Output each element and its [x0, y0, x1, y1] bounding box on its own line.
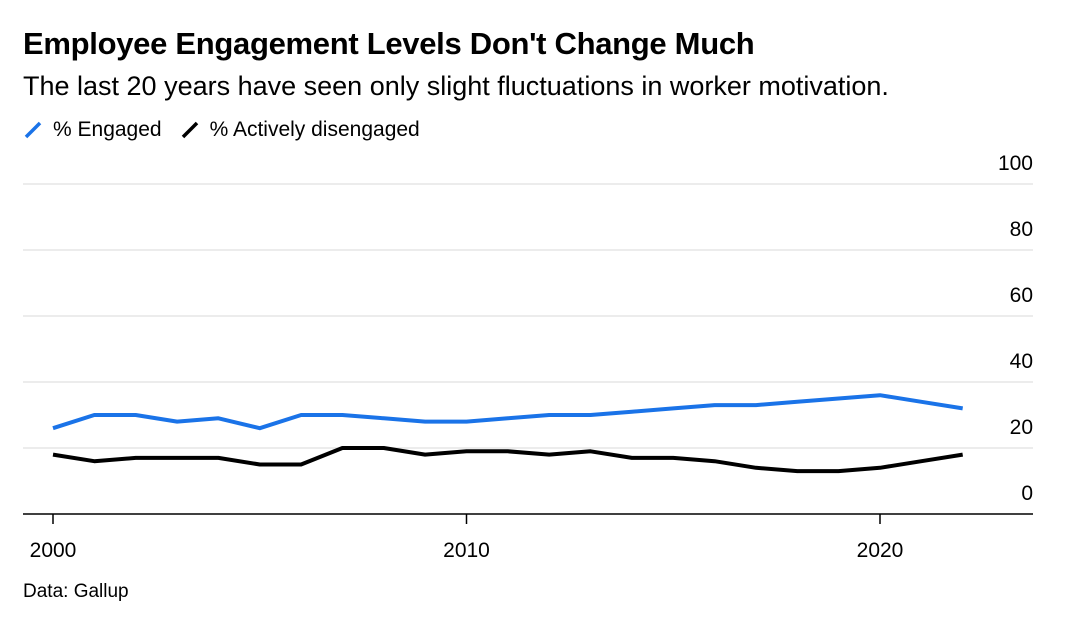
diagonal-line-icon — [24, 121, 42, 139]
y-tick-label-80: 80 — [1010, 218, 1033, 241]
chart-title: Employee Engagement Levels Don't Change … — [23, 26, 755, 61]
y-tick-label-60: 60 — [1010, 284, 1033, 307]
x-tick-label-2010: 2010 — [443, 539, 490, 562]
legend: % Engaged % Actively disengaged — [23, 118, 438, 142]
y-tick-label-20: 20 — [1010, 416, 1033, 439]
chart-subtitle: The last 20 years have seen only slight … — [23, 71, 889, 101]
legend-label-engaged: % Engaged — [53, 118, 162, 141]
y-tick-label-100: 100 — [998, 152, 1033, 175]
x-tick-label-2000: 2000 — [30, 539, 77, 562]
source-note: Data: Gallup — [23, 581, 129, 602]
legend-item-engaged: % Engaged — [23, 118, 162, 142]
x-tick-label-2020: 2020 — [857, 539, 904, 562]
diagonal-line-icon — [181, 121, 198, 139]
y-tick-label-40: 40 — [1010, 350, 1033, 373]
series-line-engaged — [52, 393, 964, 431]
legend-label-disengaged: % Actively disengaged — [209, 118, 420, 141]
legend-item-disengaged: % Actively disengaged — [180, 118, 420, 142]
y-tick-label-0: 0 — [1021, 482, 1033, 505]
series-line-disengaged — [52, 446, 964, 474]
